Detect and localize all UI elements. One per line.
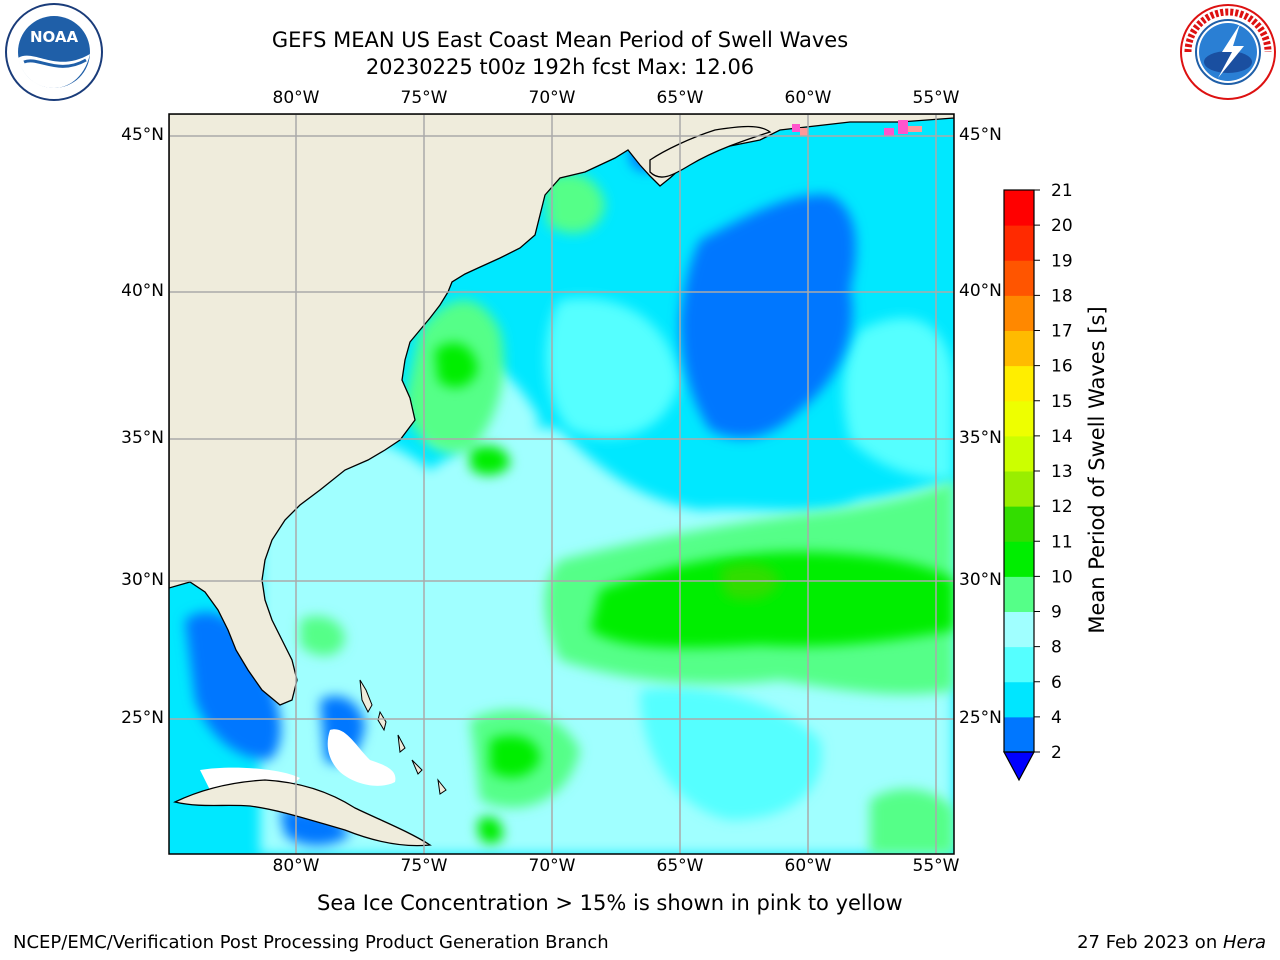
colorbar-tick-label: 20 [1051,216,1073,236]
colorbar: 2 4 6 8 9 10 11 12 13 14 15 16 17 18 19 20 21 [1002,181,1073,782]
lat-tick-left: 40°N [121,281,164,301]
colorbar-segment [1004,716,1034,753]
colorbar-segment [1004,681,1034,718]
colorbar-segment [1004,295,1034,331]
lat-tick-right: 30°N [959,570,1002,590]
colorbar-segment [1004,330,1034,367]
lon-tick-top: 80°W [272,88,320,108]
swell-band-4-6-ne [680,194,856,439]
chart-subtitle: 20230225 t00z 192h fcst Max: 12.06 [365,55,755,79]
colorbar-extend-triangle [1002,751,1036,782]
swell-band-6-8-south [640,687,822,820]
colorbar-segment [1004,190,1034,226]
lon-tick-top: 60°W [784,88,832,108]
lon-tick-top: 55°W [912,88,960,108]
colorbar-segment [1004,400,1034,437]
land-bahamas [359,679,447,795]
swell-band-9-10-se [870,789,954,854]
lon-tick-top: 65°W [656,88,704,108]
swell-band-9-10-ne [545,173,605,234]
lat-tick-left: 25°N [121,708,164,728]
colorbar-segment [1004,260,1034,296]
swell-band-6-8-mid [546,298,680,438]
swell-band-9-10-west [300,616,345,656]
swell-band-10-11-caribbean [478,816,504,844]
colorbar-tick-label: 18 [1051,286,1073,306]
chart-title: GEFS MEAN US East Coast Mean Period of S… [271,28,849,52]
noaa-logo: NOAA [4,2,104,102]
colorbar-tick-label: 8 [1051,638,1062,658]
colorbar-segment [1004,435,1034,472]
colorbar-segment [1004,611,1034,648]
colorbar-tick-label: 19 [1051,251,1073,271]
lon-tick-bottom: 80°W [272,856,320,876]
lon-tick-top: 70°W [528,88,576,108]
swell-band-4-6-gulf [185,612,281,760]
lat-tick-left: 30°N [121,570,164,590]
lat-tick-left: 35°N [121,428,164,448]
colorbar-segment [1004,365,1034,402]
sea-ice-note: Sea Ice Concentration > 15% is shown in … [317,891,903,915]
lat-tick-right: 40°N [959,281,1002,301]
footer-date: 27 Feb 2023 on [1077,932,1223,953]
lon-tick-top: 75°W [400,88,448,108]
map-field [169,114,954,854]
swell-band-10-11-mid [470,445,510,476]
colorbar-segment [1004,506,1034,542]
graticule [169,114,954,854]
lon-tick-bottom: 70°W [528,856,576,876]
lat-tick-left: 45°N [121,125,164,145]
colorbar-tick-label: 2 [1051,743,1062,763]
colorbar-tick-label: 16 [1051,357,1073,377]
nodata-bahamas-bank [327,729,396,786]
swell-band-10-11-central [590,551,954,648]
lat-tick-right: 35°N [959,428,1002,448]
svg-text:NOAA: NOAA [30,28,79,46]
footer-right: 27 Feb 2023 on Hera [1077,932,1266,953]
colorbar-tick-label: 9 [1051,603,1062,623]
colorbar-tick-label: 10 [1051,567,1073,587]
lon-tick-bottom: 75°W [400,856,448,876]
colorbar-segment [1004,576,1034,612]
colorbar-tick-label: 14 [1051,427,1073,447]
nws-logo [1178,2,1278,102]
sea-ice-patches [792,120,922,136]
colorbar-tick-label: 4 [1051,708,1062,728]
colorbar-segment [1004,471,1034,507]
colorbar-segment [1004,225,1034,261]
lon-tick-bottom: 55°W [912,856,960,876]
colorbar-tick-label: 12 [1051,497,1073,517]
colorbar-tick-label: 6 [1051,673,1062,693]
lon-tick-bottom: 65°W [656,856,704,876]
map-frame [168,113,955,855]
colorbar-tick-label: 21 [1051,181,1073,201]
colorbar-tick-label: 15 [1051,392,1073,412]
land-cuba [173,779,432,847]
land-north-america [169,114,954,706]
colorbar-tick-label: 11 [1051,532,1073,552]
footer-host: Hera [1222,932,1266,953]
colorbar-label: Mean Period of Swell Waves [s] [1085,306,1109,634]
swell-band-10-11-coast [435,342,478,388]
lon-tick-bottom: 60°W [784,856,832,876]
lat-tick-right: 45°N [959,125,1002,145]
colorbar-segment [1004,646,1034,683]
colorbar-tick-label: 13 [1051,462,1073,482]
lat-tick-right: 25°N [959,708,1002,728]
colorbar-tick-label: 17 [1051,322,1073,342]
colorbar-segment [1004,541,1034,577]
swell-band-10-11-south [490,735,540,778]
footer-left: NCEP/EMC/Verification Post Processing Pr… [13,932,609,953]
